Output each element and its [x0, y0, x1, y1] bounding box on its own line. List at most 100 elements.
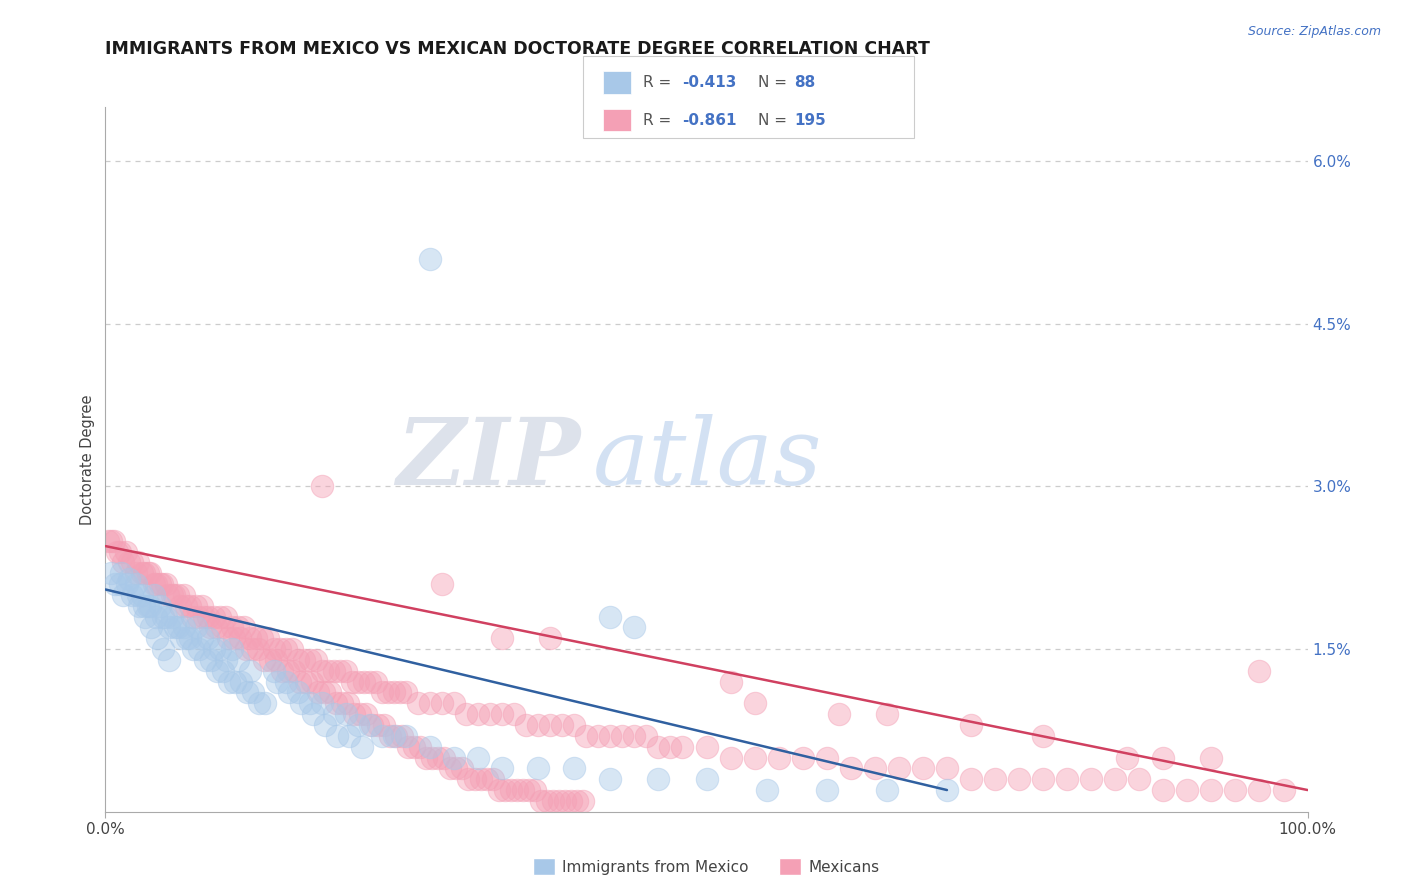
Point [1152, 750, 1174, 764]
Point [214, 609, 236, 624]
Point [266, 674, 288, 689]
Point [190, 632, 212, 646]
Point [863, 761, 886, 775]
Point [744, 696, 766, 710]
Y-axis label: Doctorate Degree: Doctorate Degree [80, 394, 96, 524]
Point [197, 609, 219, 624]
Point [377, 685, 399, 699]
Point [124, 577, 146, 591]
Point [211, 620, 233, 634]
Point [720, 674, 742, 689]
Point [984, 772, 1007, 787]
Point [134, 609, 156, 624]
Point [1128, 772, 1150, 787]
Point [361, 718, 384, 732]
Point [647, 772, 669, 787]
Point [115, 577, 138, 591]
Point [335, 707, 357, 722]
Point [174, 599, 197, 613]
Point [815, 783, 838, 797]
Point [264, 653, 287, 667]
Point [240, 642, 263, 657]
Point [97, 533, 120, 548]
Point [443, 696, 465, 710]
Point [815, 750, 838, 764]
Point [287, 653, 309, 667]
Point [454, 707, 477, 722]
Point [527, 718, 550, 732]
Point [575, 729, 598, 743]
Point [157, 653, 180, 667]
Point [599, 729, 621, 743]
Point [254, 696, 277, 710]
Text: R =: R = [643, 112, 676, 128]
Point [166, 588, 188, 602]
Point [302, 707, 325, 722]
Point [222, 632, 245, 646]
Point [319, 685, 342, 699]
Point [100, 566, 122, 581]
Point [1104, 772, 1126, 787]
Point [136, 566, 159, 581]
Point [207, 664, 229, 678]
Point [298, 696, 321, 710]
Point [221, 642, 243, 657]
Point [554, 794, 576, 808]
Point [145, 577, 167, 591]
Point [339, 729, 361, 743]
Point [467, 750, 489, 764]
Point [188, 642, 211, 657]
Point [1201, 783, 1223, 797]
Point [755, 783, 778, 797]
Point [406, 696, 429, 710]
Point [446, 761, 468, 775]
Point [145, 609, 167, 624]
Text: ZIP: ZIP [396, 415, 581, 504]
Point [274, 674, 297, 689]
Point [911, 761, 934, 775]
Point [451, 761, 474, 775]
Point [263, 664, 285, 678]
Point [1225, 783, 1247, 797]
Point [217, 632, 239, 646]
Point [281, 642, 304, 657]
Point [118, 572, 141, 586]
Point [187, 609, 209, 624]
Point [124, 566, 146, 581]
Text: -0.861: -0.861 [682, 112, 737, 128]
Point [491, 632, 513, 646]
Point [269, 642, 291, 657]
Point [463, 772, 485, 787]
Point [1201, 750, 1223, 764]
Point [314, 685, 336, 699]
Point [307, 685, 329, 699]
Point [108, 577, 131, 591]
Point [152, 642, 174, 657]
Point [176, 632, 198, 646]
Point [202, 642, 225, 657]
Point [1008, 772, 1031, 787]
Point [530, 794, 553, 808]
Point [193, 609, 215, 624]
Point [382, 729, 405, 743]
Text: atlas: atlas [592, 415, 823, 504]
Point [226, 653, 249, 667]
Point [271, 664, 294, 678]
Point [876, 783, 898, 797]
Point [467, 707, 489, 722]
Point [247, 642, 270, 657]
Point [274, 642, 297, 657]
Point [329, 664, 352, 678]
Point [359, 718, 381, 732]
Text: 88: 88 [794, 75, 815, 90]
Point [179, 632, 201, 646]
Point [131, 566, 153, 581]
Point [636, 729, 658, 743]
Point [505, 783, 527, 797]
Point [373, 718, 395, 732]
Point [541, 794, 564, 808]
Point [659, 739, 682, 754]
Text: -0.413: -0.413 [682, 75, 737, 90]
Point [256, 632, 278, 646]
Point [538, 632, 561, 646]
